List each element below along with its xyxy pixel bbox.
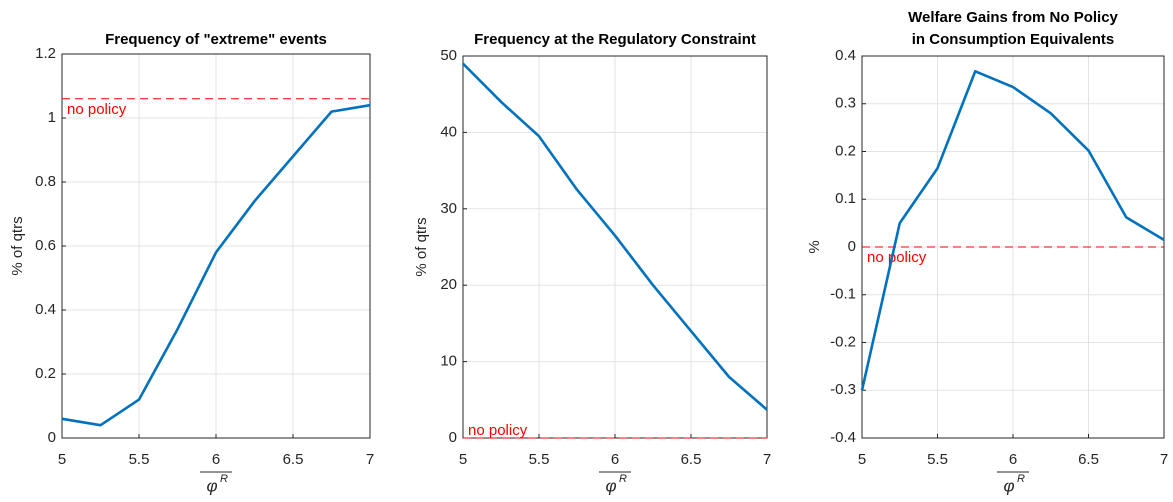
y-axis-label: % of qtrs bbox=[413, 217, 430, 276]
y-tick-label: 1.2 bbox=[35, 45, 56, 62]
y-axis-label: % of qtrs bbox=[9, 216, 26, 275]
x-axis-label: φ bbox=[1003, 476, 1014, 495]
y-tick-label: 0.4 bbox=[35, 301, 56, 318]
x-axis-label: φ bbox=[206, 476, 217, 495]
y-tick-label: 0 bbox=[48, 429, 56, 446]
x-axis-label-superscript: R bbox=[619, 473, 627, 485]
data-line bbox=[462, 62, 768, 411]
x-axis-label-superscript: R bbox=[220, 473, 228, 485]
x-tick-label: 5 bbox=[58, 451, 66, 468]
chart-title: Frequency at the Regulatory Constraint bbox=[474, 31, 756, 48]
y-tick-label: 0.6 bbox=[35, 237, 56, 254]
y-tick-label: 1 bbox=[48, 109, 56, 126]
y-tick-label: 0.2 bbox=[35, 365, 56, 382]
y-tick-label: -0.3 bbox=[830, 381, 856, 398]
x-tick-label: 7 bbox=[763, 451, 771, 468]
x-tick-label: 6.5 bbox=[283, 451, 304, 468]
y-tick-label: 0 bbox=[848, 238, 856, 255]
y-tick-label: -0.1 bbox=[830, 286, 856, 303]
plot-frame bbox=[61, 53, 371, 439]
x-axis-label-superscript: R bbox=[1017, 473, 1025, 485]
chart-title: in Consumption Equivalents bbox=[912, 31, 1115, 48]
y-axis-label: % bbox=[806, 240, 823, 253]
plot-frame bbox=[462, 55, 768, 439]
data-line bbox=[860, 69, 1165, 391]
chart-title: Frequency of "extreme" events bbox=[105, 31, 327, 48]
y-tick-label: 50 bbox=[440, 47, 457, 64]
reference-label: no policy bbox=[867, 249, 927, 266]
y-tick-label: 0.1 bbox=[835, 190, 856, 207]
x-tick-label: 6 bbox=[611, 451, 619, 468]
y-tick-label: 10 bbox=[440, 353, 457, 370]
x-tick-label: 6.5 bbox=[1078, 451, 1099, 468]
x-tick-label: 5 bbox=[459, 451, 467, 468]
y-tick-label: 0.8 bbox=[35, 173, 56, 190]
y-tick-label: 0.2 bbox=[835, 142, 856, 159]
reference-label: no policy bbox=[468, 422, 528, 439]
x-tick-label: 5.5 bbox=[927, 451, 948, 468]
x-tick-label: 7 bbox=[1160, 451, 1168, 468]
x-tick-label: 5.5 bbox=[529, 451, 550, 468]
x-tick-label: 5 bbox=[858, 451, 866, 468]
x-axis-label: φ bbox=[605, 476, 616, 495]
y-tick-label: -0.2 bbox=[830, 333, 856, 350]
x-tick-label: 6 bbox=[1009, 451, 1017, 468]
y-tick-label: 30 bbox=[440, 200, 457, 217]
y-tick-label: 20 bbox=[440, 276, 457, 293]
x-tick-label: 6.5 bbox=[681, 451, 702, 468]
x-tick-label: 6 bbox=[212, 451, 220, 468]
y-tick-label: 0.4 bbox=[835, 47, 856, 64]
data-line bbox=[61, 103, 371, 427]
chart-title: Welfare Gains from No Policy bbox=[908, 9, 1118, 26]
x-tick-label: 5.5 bbox=[129, 451, 150, 468]
x-tick-label: 7 bbox=[366, 451, 374, 468]
y-tick-label: 0 bbox=[449, 429, 457, 446]
y-tick-label: -0.4 bbox=[830, 429, 856, 446]
y-tick-label: 40 bbox=[440, 123, 457, 140]
y-tick-label: 0.3 bbox=[835, 95, 856, 112]
reference-label: no policy bbox=[67, 101, 127, 118]
